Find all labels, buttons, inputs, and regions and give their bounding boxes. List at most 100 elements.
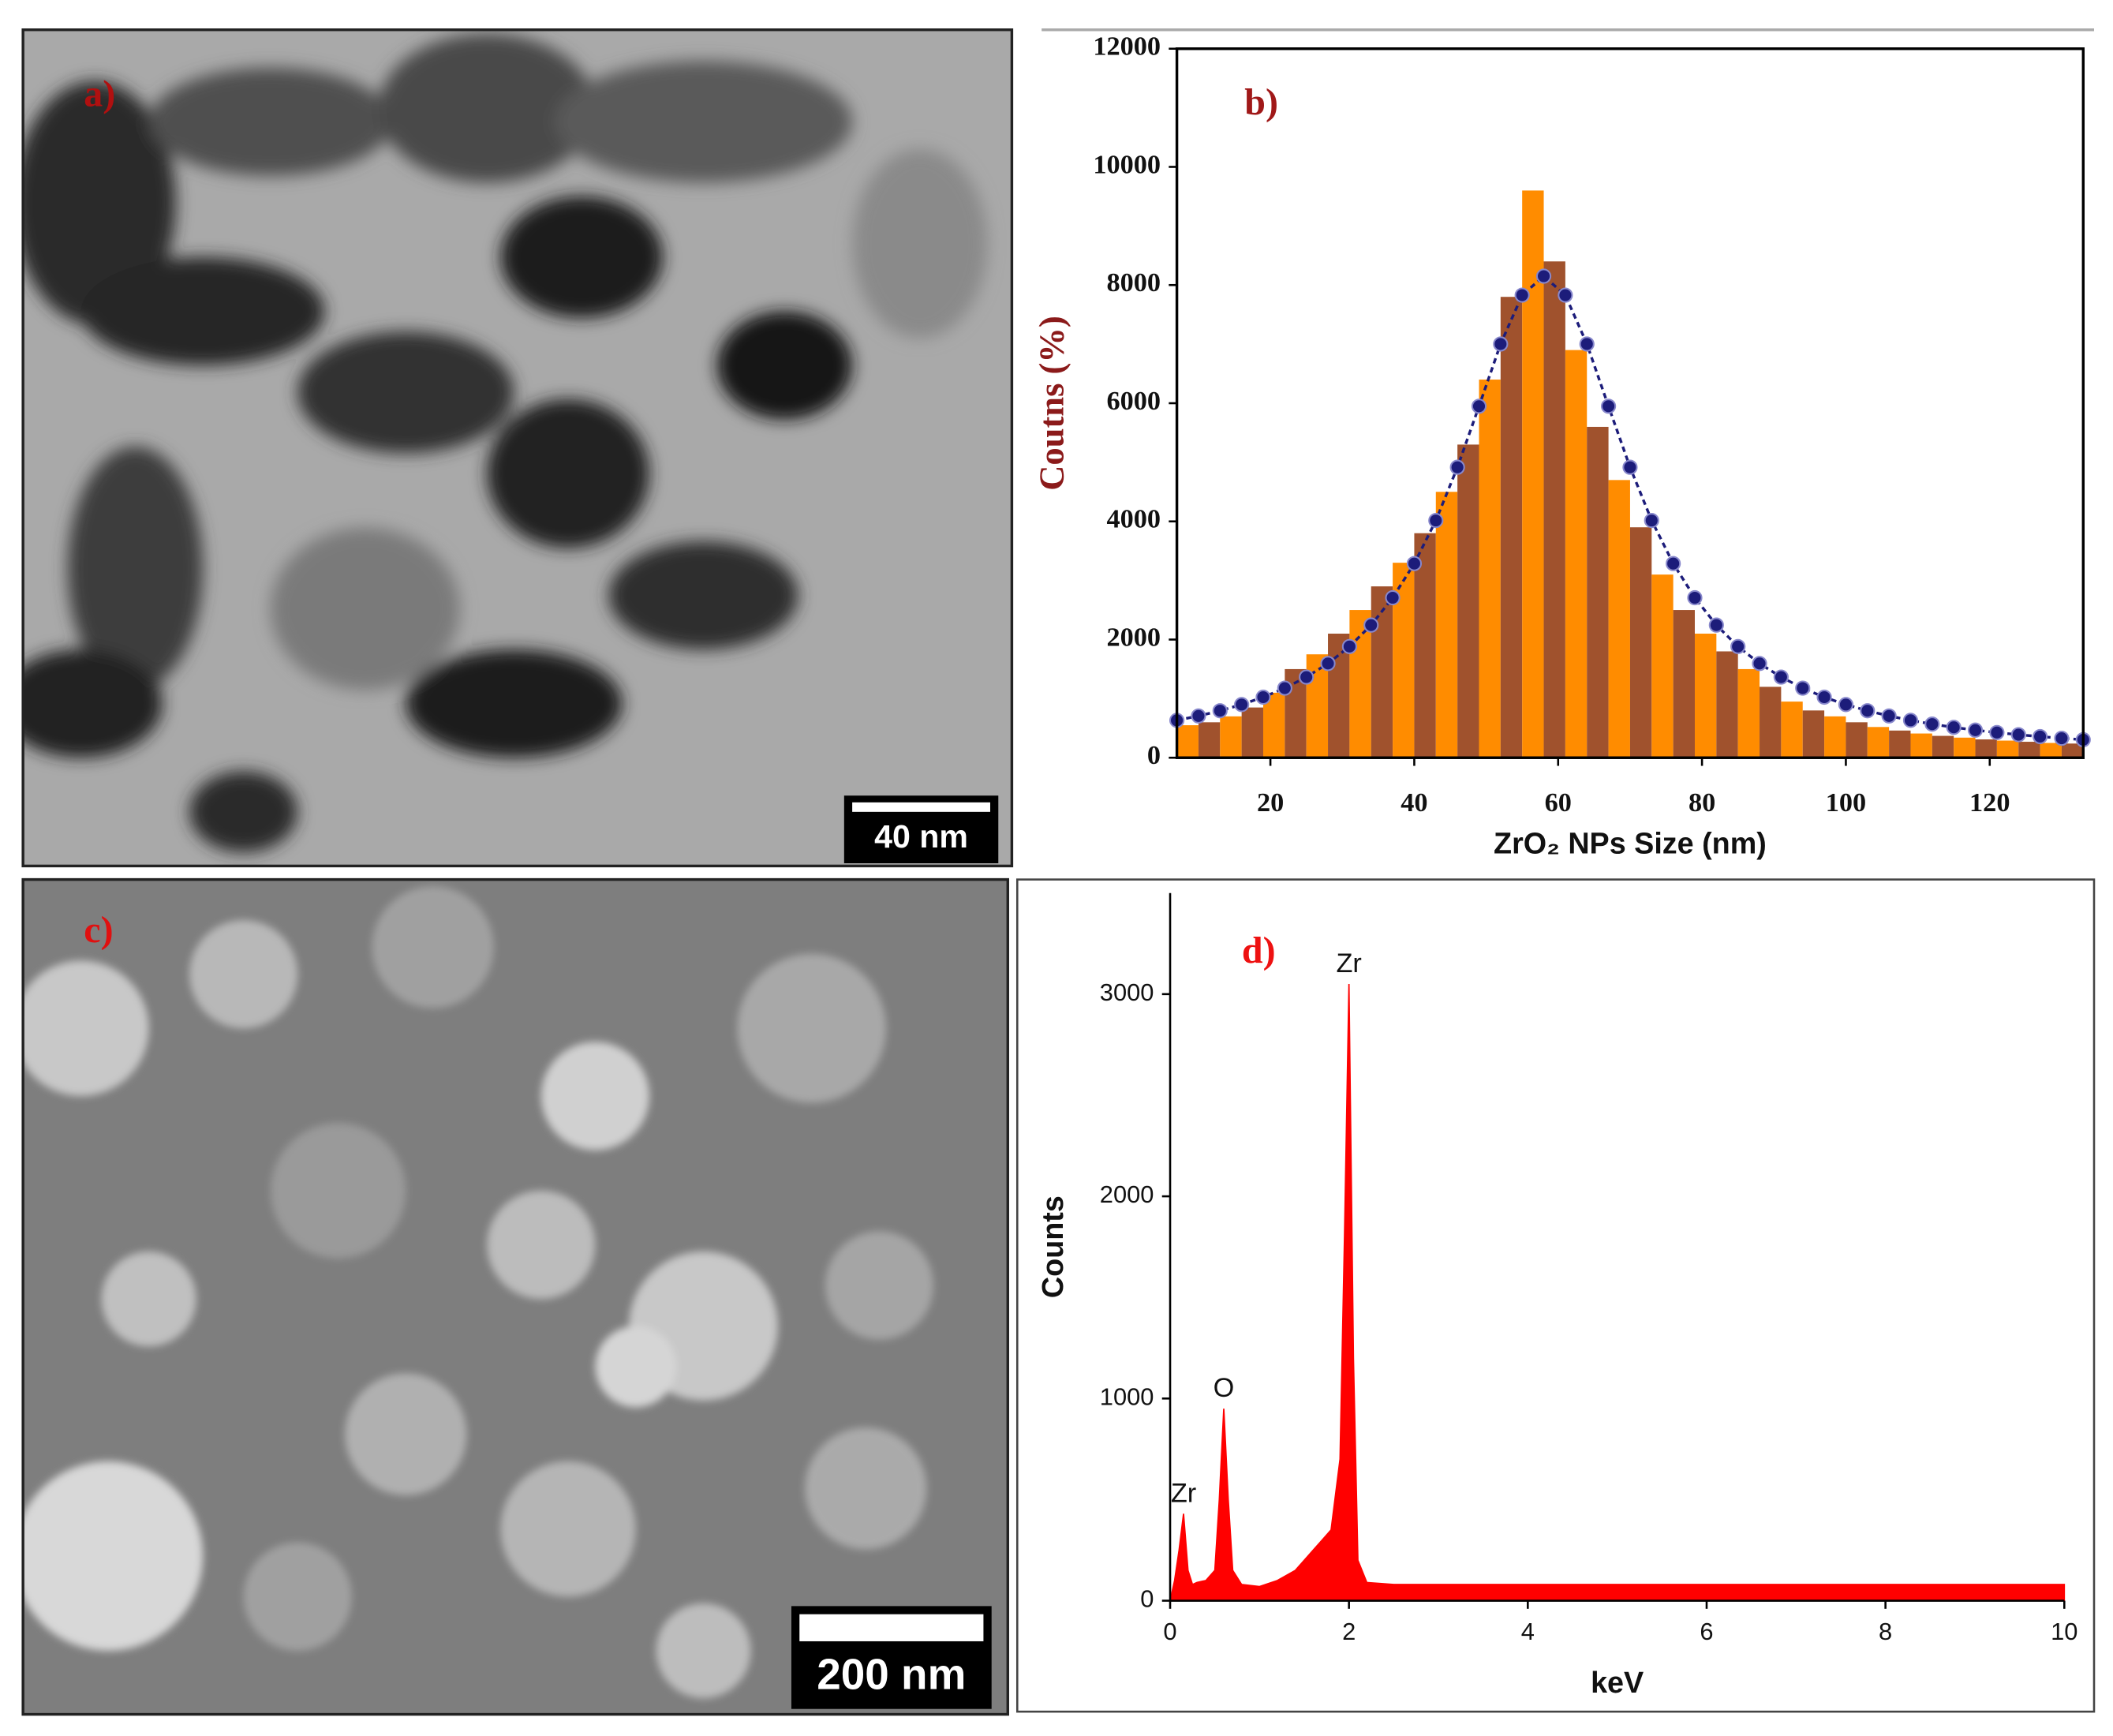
bar: [1781, 702, 1803, 758]
y-tick-label: 3000: [1100, 978, 1154, 1006]
scale-bar: [852, 802, 990, 812]
bar: [1198, 722, 1221, 758]
bar: [1543, 261, 1565, 758]
y-tick-label: 6000: [1106, 386, 1161, 416]
bar: [1760, 687, 1782, 758]
fit-point: [1902, 713, 1919, 728]
bar: [1371, 586, 1393, 758]
fit-point: [1644, 513, 1659, 529]
fit-point: [1558, 287, 1573, 303]
fit-point: [2010, 727, 2026, 743]
fit-point: [1579, 336, 1595, 352]
bar: [1328, 634, 1350, 758]
bar: [1629, 527, 1652, 758]
peak-label: O: [1214, 1373, 1235, 1403]
bar: [1802, 710, 1825, 758]
x-tick-label: 8: [1879, 1618, 1892, 1645]
image-border: [21, 28, 1014, 868]
bar: [1932, 735, 1954, 758]
fit-point: [1212, 703, 1228, 719]
fit-point: [1255, 689, 1271, 705]
spectrum-area: [1169, 984, 2066, 1602]
fit-point: [1428, 513, 1444, 529]
scale-bar: [799, 1614, 984, 1641]
fit-point: [1299, 669, 1315, 685]
fit-point: [1687, 589, 1703, 606]
bar: [1694, 634, 1717, 758]
fit-point: [1816, 689, 1832, 705]
panel-label: c): [84, 909, 113, 951]
fit-point: [1600, 398, 1617, 414]
y-tick-label: 0: [1140, 1585, 1154, 1613]
bar: [1716, 651, 1738, 758]
fit-point: [1277, 680, 1292, 696]
fit-point: [1406, 556, 1423, 571]
bar: [2061, 743, 2084, 758]
fit-point: [1471, 398, 1487, 414]
bar: [1846, 722, 1868, 758]
fit-point: [1191, 708, 1206, 724]
y-tick-label: 2000: [1106, 622, 1161, 652]
x-tick-label: 6: [1700, 1618, 1713, 1645]
fit-point: [1860, 703, 1876, 719]
bar: [1651, 574, 1674, 758]
y-tick-label: 8000: [1106, 268, 1161, 297]
fit-point: [1341, 638, 1357, 654]
fit-point: [1363, 617, 1379, 633]
x-tick-label: 4: [1521, 1618, 1535, 1645]
bar: [1457, 444, 1479, 758]
bar: [1414, 533, 1436, 758]
x-axis-label: keV: [1591, 1666, 1644, 1699]
bar: [1500, 297, 1523, 758]
y-tick-label: 10000: [1093, 149, 1161, 179]
fit-point: [1967, 722, 1984, 738]
bar: [1176, 725, 1199, 758]
bar: [1996, 740, 2019, 758]
x-tick-label: 80: [1689, 788, 1715, 817]
fit-point: [1493, 336, 1509, 352]
fit-point: [1449, 459, 1465, 475]
bar: [1479, 380, 1501, 758]
bar: [1349, 610, 1371, 758]
y-tick-label: 4000: [1106, 504, 1161, 534]
fit-point: [2054, 730, 2070, 746]
bar: [1975, 739, 1997, 758]
peak-label: Zr: [1336, 948, 1361, 978]
bar: [1954, 737, 1976, 758]
y-tick-label: 1000: [1100, 1382, 1154, 1410]
fit-point: [1234, 697, 1250, 713]
panel-label: d): [1242, 930, 1276, 971]
bar: [1220, 716, 1242, 758]
x-axis-label: ZrO₂ NPs Size (nm): [1494, 827, 1767, 860]
x-tick-label: 10: [2051, 1618, 2077, 1645]
x-tick-label: 60: [1545, 788, 1572, 817]
tem-image: [23, 29, 1012, 866]
fit-point: [1989, 724, 2005, 740]
plot-frame: [1175, 47, 2085, 759]
x-tick-label: 100: [1826, 788, 1866, 817]
bar: [1889, 730, 1911, 758]
y-axis-label: Coutns (%): [1032, 316, 1071, 491]
scale-bar-label: 40 nm: [874, 818, 968, 855]
fit-point: [1752, 656, 1767, 672]
y-tick-label: 0: [1147, 740, 1161, 770]
fit-point: [1514, 287, 1530, 303]
bar: [1565, 350, 1588, 758]
fit-point: [1320, 656, 1336, 672]
fit-point: [1622, 459, 1638, 475]
x-tick-label: 20: [1257, 788, 1284, 817]
bar: [2040, 743, 2062, 758]
panel-border: [1015, 878, 2096, 1713]
fit-point: [1881, 708, 1897, 724]
fit-point: [1924, 716, 1940, 732]
bar: [1241, 707, 1263, 758]
fit-point: [1535, 268, 1552, 284]
peak-label: Zr: [1171, 1478, 1196, 1508]
fit-point: [1773, 669, 1789, 685]
bar: [1824, 716, 1846, 758]
fit-point: [1795, 680, 1811, 696]
fit-point: [1730, 638, 1746, 654]
x-tick-label: 40: [1401, 788, 1427, 817]
